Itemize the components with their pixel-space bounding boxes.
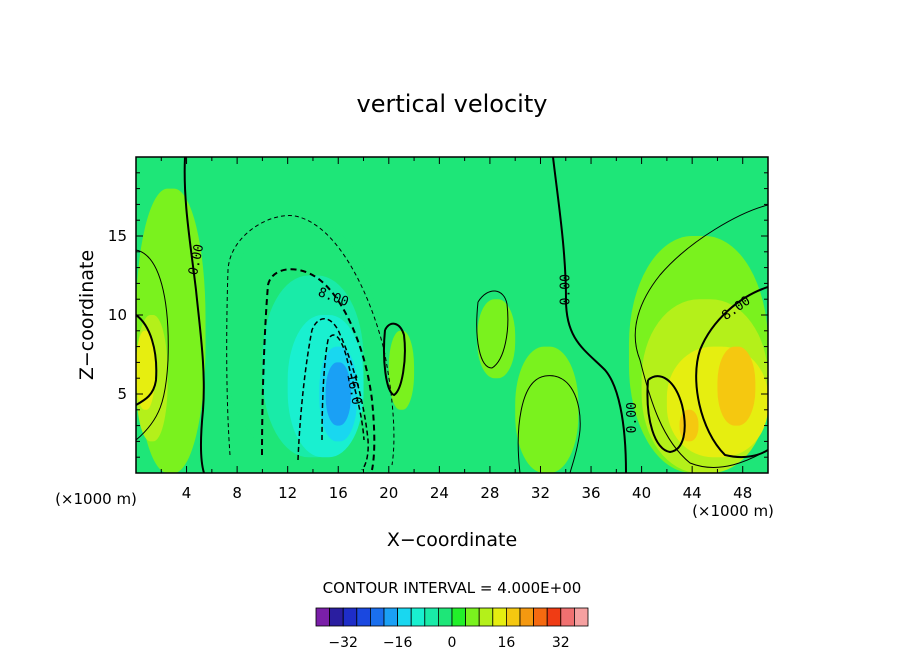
y-tick-labels: 5 10 15 <box>108 227 127 403</box>
colorbar-swatch-1 <box>329 607 344 627</box>
x-tick-label-44: 44 <box>683 484 702 502</box>
colorbar-tick-label-2: 0 <box>448 635 457 651</box>
zero-contour-mid <box>552 157 627 473</box>
neg-contour-16 <box>321 334 365 441</box>
contour-label-2: 16.0 <box>343 373 363 406</box>
colorbar-swatch-14 <box>505 607 521 627</box>
colorbar-swatch-18 <box>560 607 575 627</box>
pos-contour-right-4 <box>634 204 768 468</box>
contour-region-15 <box>717 346 756 426</box>
contour-region-8 <box>388 330 415 410</box>
colorbar-swatch-10 <box>451 607 467 627</box>
pos-contour-blob-21 <box>383 322 406 397</box>
colorbar-swatch-4 <box>369 607 385 627</box>
colorbar-swatch-9 <box>437 607 453 627</box>
x-unit-left: (×1000 m) <box>55 490 137 508</box>
colorbar-tick-label-3: 16 <box>497 635 515 651</box>
colorbar-swatch-11 <box>465 607 480 627</box>
x-tick-label-24: 24 <box>430 484 449 502</box>
colorbar-swatch-3 <box>356 607 371 627</box>
x-tick-label-40: 40 <box>632 484 651 502</box>
x-tick-label-48: 48 <box>733 484 752 502</box>
colorbar-swatch-12 <box>478 607 494 627</box>
contour-region-14 <box>679 409 699 442</box>
y-tick-label-5: 5 <box>117 385 127 403</box>
colorbar-swatch-6 <box>397 607 412 627</box>
colorbar-swatch-8 <box>424 607 439 627</box>
colorbar-labels: −32 −16 0 16 32 <box>328 635 569 651</box>
colorbar <box>315 607 589 627</box>
pos-contour-right-8 <box>695 286 768 459</box>
zero-contour-left <box>183 157 205 473</box>
x-tick-label-16: 16 <box>329 484 348 502</box>
contour-region-9 <box>477 299 516 379</box>
colorbar-swatch-16 <box>533 607 548 627</box>
chart-title: vertical velocity <box>357 90 548 118</box>
colorbar-tick-label-0: −32 <box>328 635 358 651</box>
x-tick-label-20: 20 <box>379 484 398 502</box>
pos-contour-left-8 <box>136 314 158 406</box>
x-tick-label-32: 32 <box>531 484 550 502</box>
x-tick-label-28: 28 <box>480 484 499 502</box>
neg-contour-4 <box>226 215 395 466</box>
colorbar-tick-label-1: −16 <box>383 635 413 651</box>
contour-label-0: 0.00 <box>186 243 207 277</box>
axis-ticks <box>136 157 768 473</box>
x-tick-label-36: 36 <box>581 484 600 502</box>
y-tick-label-10: 10 <box>108 306 127 324</box>
pos-contour-blob-32 <box>517 375 581 473</box>
contour-region-10 <box>515 346 579 473</box>
x-tick-labels: 4 8 12 16 20 24 28 32 36 40 44 48 <box>182 484 752 502</box>
contour-region-2 <box>136 330 155 410</box>
contour-label-3: 0.00 <box>558 274 573 305</box>
x-tick-label-12: 12 <box>278 484 297 502</box>
pos-contour-blob-28 <box>476 290 509 369</box>
contour-label-4: 0.00 <box>625 402 640 433</box>
x-axis-label: X−coordinate <box>387 529 517 551</box>
y-tick-label-15: 15 <box>108 227 127 245</box>
x-tick-label-4: 4 <box>182 484 192 502</box>
y-axis-label: Z−coordinate <box>76 250 98 380</box>
colorbar-swatch-2 <box>342 607 358 627</box>
colorbar-tick-label-4: 32 <box>552 635 570 651</box>
x-tick-label-8: 8 <box>232 484 242 502</box>
colorbar-swatch-19 <box>574 607 589 627</box>
colorbar-swatch-13 <box>492 607 507 627</box>
x-unit-right: (×1000 m) <box>692 502 774 520</box>
pos-contour-blob-40 <box>646 375 686 454</box>
colorbar-swatch-0 <box>315 607 331 627</box>
contour-region-7 <box>325 362 351 426</box>
contour-interval-note: CONTOUR INTERVAL = 4.000E+00 <box>323 579 582 597</box>
neg-contour-8 <box>261 268 376 471</box>
colorbar-swatch-17 <box>546 607 562 627</box>
colorbar-swatch-15 <box>519 607 535 627</box>
colorbar-swatch-7 <box>410 607 426 627</box>
colorbar-swatch-5 <box>383 607 399 627</box>
contour-lines <box>136 157 768 473</box>
neg-contour-12 <box>297 318 369 471</box>
pos-contour-left-4 <box>136 249 169 441</box>
